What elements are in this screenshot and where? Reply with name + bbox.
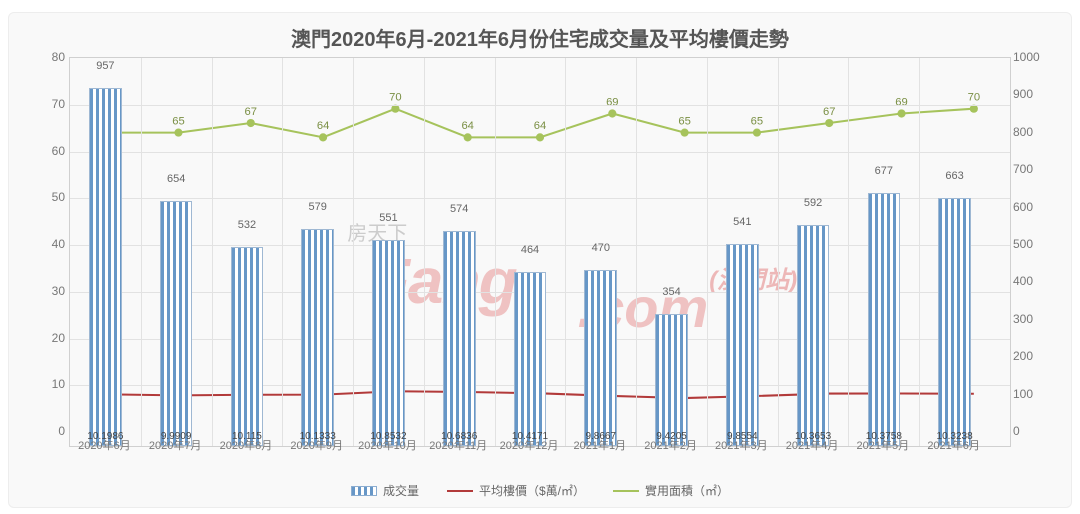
gridline-v xyxy=(565,58,566,446)
svg-text:65: 65 xyxy=(751,115,763,127)
bar-label: 574 xyxy=(450,203,468,215)
bar-label: 654 xyxy=(167,173,185,185)
svg-text:69: 69 xyxy=(606,96,618,108)
gridline-v xyxy=(141,58,142,446)
svg-text:67: 67 xyxy=(823,106,835,118)
svg-text:64: 64 xyxy=(534,120,546,132)
ytick-left: 50 xyxy=(37,190,65,204)
gridline-v xyxy=(636,58,637,446)
legend-label: 平均樓價（$萬/㎡） xyxy=(479,482,585,499)
xtick: 2020年10月 xyxy=(358,437,417,453)
svg-text:70: 70 xyxy=(389,92,401,104)
bar xyxy=(372,240,405,446)
xtick: 2021年6月 xyxy=(927,437,980,453)
bar xyxy=(655,314,688,446)
gridline-v xyxy=(495,58,496,446)
bar-label: 354 xyxy=(662,286,680,298)
bar xyxy=(89,88,122,446)
legend: 成交量 平均樓價（$萬/㎡） 實用面積（㎡） xyxy=(9,482,1071,499)
ytick-right: 900 xyxy=(1013,87,1047,101)
xtick: 2021年1月 xyxy=(573,437,626,453)
ytick-right: 800 xyxy=(1013,125,1047,139)
ytick-left: 40 xyxy=(37,237,65,251)
legend-swatch-bar xyxy=(351,486,377,496)
chart-root: 澳門2020年6月-2021年6月份住宅成交量及平均樓價走勢 房天下 Fang … xyxy=(0,0,1080,514)
gridline-v xyxy=(919,58,920,446)
bar xyxy=(938,198,971,446)
chart-card: 澳門2020年6月-2021年6月份住宅成交量及平均樓價走勢 房天下 Fang … xyxy=(8,12,1072,508)
gridline-v xyxy=(424,58,425,446)
ytick-right: 400 xyxy=(1013,274,1047,288)
chart-title: 澳門2020年6月-2021年6月份住宅成交量及平均樓價走勢 xyxy=(21,23,1059,52)
xtick: 2021年3月 xyxy=(715,437,768,453)
ytick-left: 60 xyxy=(37,144,65,158)
legend-price: 平均樓價（$萬/㎡） xyxy=(447,482,585,499)
xtick: 2020年12月 xyxy=(500,437,559,453)
ytick-left: 10 xyxy=(37,377,65,391)
xtick: 2020年8月 xyxy=(220,437,273,453)
xtick: 2021年4月 xyxy=(786,437,839,453)
bar xyxy=(514,272,547,446)
svg-text:67: 67 xyxy=(245,106,257,118)
ytick-right: 0 xyxy=(1013,424,1047,438)
ytick-left: 20 xyxy=(37,331,65,345)
bar xyxy=(726,244,759,446)
legend-area: 實用面積（㎡） xyxy=(613,482,729,499)
bar-label: 541 xyxy=(733,216,751,228)
ytick-right: 700 xyxy=(1013,162,1047,176)
xtick: 2020年11月 xyxy=(429,437,487,453)
bar-label: 532 xyxy=(238,219,256,231)
svg-text:64: 64 xyxy=(317,120,329,132)
legend-label: 實用面積（㎡） xyxy=(645,482,729,499)
gridline-v xyxy=(848,58,849,446)
svg-text:70: 70 xyxy=(968,92,980,104)
bar-label: 470 xyxy=(592,242,610,254)
bar-label: 957 xyxy=(96,60,114,72)
bar xyxy=(160,201,193,446)
svg-text:69: 69 xyxy=(895,96,907,108)
xtick: 2021年2月 xyxy=(644,437,697,453)
xtick: 2020年7月 xyxy=(149,437,202,453)
ytick-left: 30 xyxy=(37,284,65,298)
ytick-left: 0 xyxy=(37,424,65,438)
bar-label: 663 xyxy=(945,170,963,182)
bar xyxy=(797,225,830,446)
xtick: 2021年5月 xyxy=(857,437,910,453)
ytick-right: 600 xyxy=(1013,200,1047,214)
bar-label: 592 xyxy=(804,197,822,209)
xtick: 2020年9月 xyxy=(290,437,343,453)
ytick-right: 1000 xyxy=(1013,50,1047,64)
bar-label: 464 xyxy=(521,244,539,256)
gridline-v xyxy=(778,58,779,446)
legend-volume: 成交量 xyxy=(351,482,419,499)
bar xyxy=(443,231,476,446)
bar-label: 551 xyxy=(379,212,397,224)
ytick-right: 200 xyxy=(1013,349,1047,363)
plot-area: 房天下 Fang .com (澳門站) 65656764706464696565… xyxy=(69,57,1011,447)
bar xyxy=(231,247,264,446)
legend-swatch-line xyxy=(447,490,473,492)
bar xyxy=(868,193,901,446)
legend-label: 成交量 xyxy=(383,482,419,499)
bar xyxy=(584,270,617,446)
ytick-right: 100 xyxy=(1013,387,1047,401)
svg-text:65: 65 xyxy=(678,115,690,127)
xtick: 2020年6月 xyxy=(78,437,131,453)
gridline-v xyxy=(707,58,708,446)
ytick-left: 80 xyxy=(37,50,65,64)
ytick-right: 500 xyxy=(1013,237,1047,251)
gridline-v xyxy=(282,58,283,446)
bar-label: 677 xyxy=(875,165,893,177)
svg-text:64: 64 xyxy=(461,120,473,132)
ytick-left: 70 xyxy=(37,97,65,111)
gridline-v xyxy=(212,58,213,446)
svg-text:65: 65 xyxy=(172,115,184,127)
bar-label: 579 xyxy=(309,201,327,213)
ytick-right: 300 xyxy=(1013,312,1047,326)
gridline-v xyxy=(353,58,354,446)
legend-swatch-line xyxy=(613,490,639,492)
bar xyxy=(301,229,334,446)
